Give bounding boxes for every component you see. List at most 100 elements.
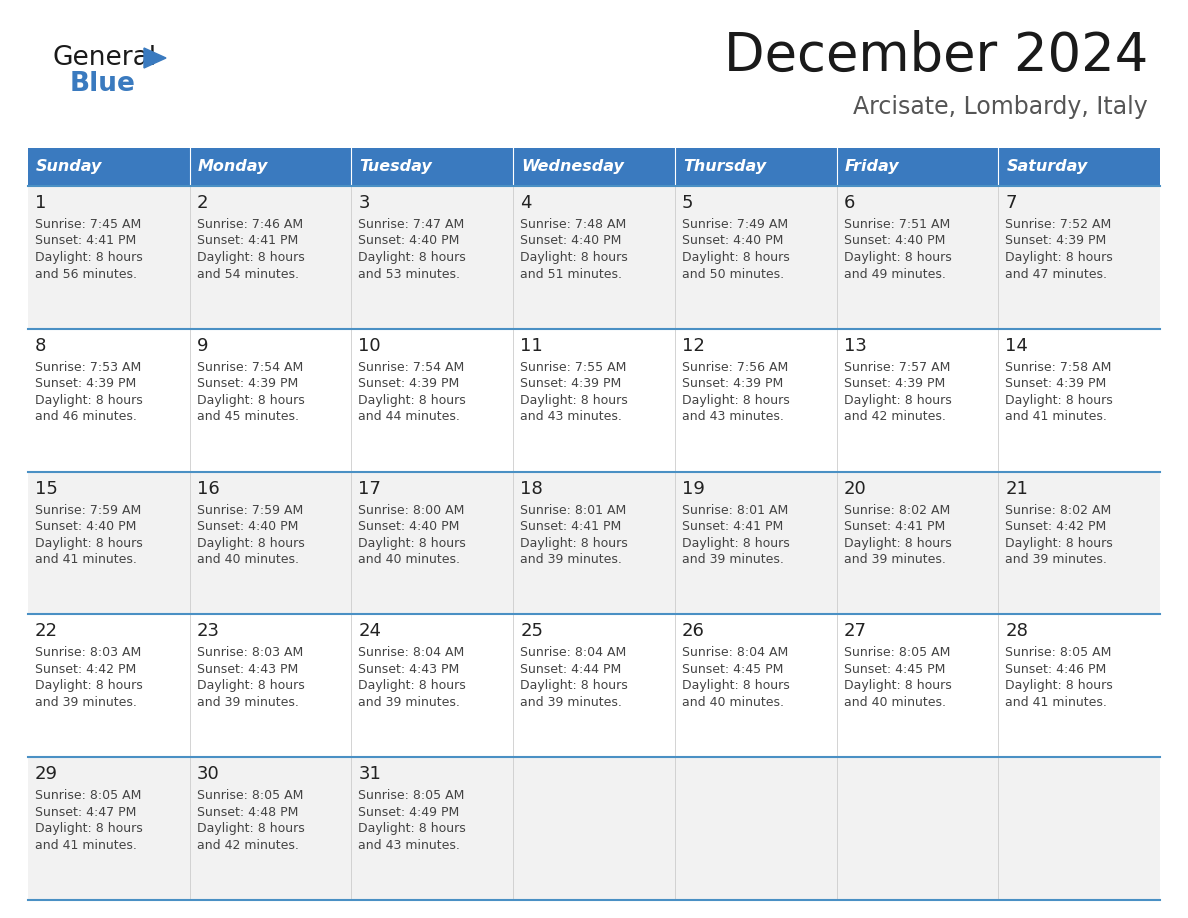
Text: Sunset: 4:40 PM: Sunset: 4:40 PM [34,521,137,533]
Text: and 50 minutes.: and 50 minutes. [682,267,784,281]
Text: and 39 minutes.: and 39 minutes. [520,554,623,566]
Text: and 39 minutes.: and 39 minutes. [520,696,623,709]
Text: 16: 16 [197,479,220,498]
Text: General: General [52,45,156,71]
Text: 22: 22 [34,622,58,641]
Text: Daylight: 8 hours: Daylight: 8 hours [197,537,304,550]
Text: Daylight: 8 hours: Daylight: 8 hours [197,394,304,407]
Text: Daylight: 8 hours: Daylight: 8 hours [843,394,952,407]
Text: 21: 21 [1005,479,1028,498]
Bar [190,148,352,186]
Text: and 43 minutes.: and 43 minutes. [520,410,623,423]
Text: Sunrise: 7:55 AM: Sunrise: 7:55 AM [520,361,626,374]
Text: Sunrise: 7:59 AM: Sunrise: 7:59 AM [34,504,141,517]
Text: 28: 28 [1005,622,1028,641]
Text: 17: 17 [359,479,381,498]
Text: 14: 14 [1005,337,1028,354]
Text: Saturday: Saturday [1006,160,1087,174]
Text: Arcisate, Lombardy, Italy: Arcisate, Lombardy, Italy [853,95,1148,119]
Text: Sunset: 4:40 PM: Sunset: 4:40 PM [843,234,944,248]
Text: Monday: Monday [197,160,268,174]
Text: Sunset: 4:39 PM: Sunset: 4:39 PM [682,377,783,390]
Text: 25: 25 [520,622,543,641]
Text: Sunrise: 8:02 AM: Sunrise: 8:02 AM [1005,504,1112,517]
Text: 8: 8 [34,337,46,354]
Text: 29: 29 [34,766,58,783]
Text: Daylight: 8 hours: Daylight: 8 hours [197,823,304,835]
Text: and 40 minutes.: and 40 minutes. [682,696,784,709]
Text: Sunset: 4:41 PM: Sunset: 4:41 PM [520,521,621,533]
Text: Sunset: 4:48 PM: Sunset: 4:48 PM [197,806,298,819]
Text: Sunrise: 7:59 AM: Sunrise: 7:59 AM [197,504,303,517]
Text: and 39 minutes.: and 39 minutes. [34,696,137,709]
Text: Daylight: 8 hours: Daylight: 8 hours [34,394,143,407]
Bar [513,148,675,186]
Text: 9: 9 [197,337,208,354]
Bar [29,329,1159,472]
Text: Daylight: 8 hours: Daylight: 8 hours [359,537,466,550]
Text: Sunrise: 8:01 AM: Sunrise: 8:01 AM [682,504,788,517]
Text: 2: 2 [197,194,208,212]
Text: Sunrise: 8:00 AM: Sunrise: 8:00 AM [359,504,465,517]
Text: Sunset: 4:43 PM: Sunset: 4:43 PM [197,663,298,676]
Text: Sunrise: 7:54 AM: Sunrise: 7:54 AM [197,361,303,374]
Text: and 39 minutes.: and 39 minutes. [197,696,298,709]
Text: Sunset: 4:45 PM: Sunset: 4:45 PM [843,663,944,676]
Text: 5: 5 [682,194,694,212]
Text: and 41 minutes.: and 41 minutes. [1005,410,1107,423]
Text: Sunset: 4:39 PM: Sunset: 4:39 PM [1005,377,1106,390]
Text: Daylight: 8 hours: Daylight: 8 hours [682,251,790,264]
Bar [352,148,513,186]
Text: Daylight: 8 hours: Daylight: 8 hours [34,537,143,550]
Text: 3: 3 [359,194,369,212]
Text: Daylight: 8 hours: Daylight: 8 hours [197,679,304,692]
Text: Daylight: 8 hours: Daylight: 8 hours [520,394,628,407]
Bar [29,186,1159,329]
Text: Daylight: 8 hours: Daylight: 8 hours [34,823,143,835]
Text: Blue: Blue [70,71,135,97]
Text: 24: 24 [359,622,381,641]
Text: Sunrise: 7:46 AM: Sunrise: 7:46 AM [197,218,303,231]
Text: and 41 minutes.: and 41 minutes. [34,554,137,566]
Bar [675,148,836,186]
Text: Sunset: 4:40 PM: Sunset: 4:40 PM [359,234,460,248]
Text: Sunrise: 8:05 AM: Sunrise: 8:05 AM [34,789,141,802]
Text: 30: 30 [197,766,220,783]
Text: Sunrise: 7:51 AM: Sunrise: 7:51 AM [843,218,950,231]
Text: Sunset: 4:43 PM: Sunset: 4:43 PM [359,663,460,676]
Text: Daylight: 8 hours: Daylight: 8 hours [520,251,628,264]
Text: Daylight: 8 hours: Daylight: 8 hours [359,823,466,835]
Text: and 43 minutes.: and 43 minutes. [359,839,460,852]
Text: 1: 1 [34,194,46,212]
Text: Sunrise: 7:58 AM: Sunrise: 7:58 AM [1005,361,1112,374]
Text: Sunrise: 8:03 AM: Sunrise: 8:03 AM [34,646,141,659]
Bar [29,614,1159,757]
Text: Sunset: 4:45 PM: Sunset: 4:45 PM [682,663,783,676]
Text: and 41 minutes.: and 41 minutes. [1005,696,1107,709]
Text: Daylight: 8 hours: Daylight: 8 hours [682,394,790,407]
Text: Sunday: Sunday [36,160,102,174]
Text: Sunset: 4:39 PM: Sunset: 4:39 PM [34,377,137,390]
Text: Daylight: 8 hours: Daylight: 8 hours [1005,251,1113,264]
Polygon shape [144,48,166,68]
Text: 23: 23 [197,622,220,641]
Bar [836,148,998,186]
Text: and 53 minutes.: and 53 minutes. [359,267,461,281]
Text: Sunset: 4:39 PM: Sunset: 4:39 PM [1005,234,1106,248]
Text: and 39 minutes.: and 39 minutes. [682,554,784,566]
Text: 26: 26 [682,622,704,641]
Text: Sunrise: 7:52 AM: Sunrise: 7:52 AM [1005,218,1112,231]
Text: Sunset: 4:44 PM: Sunset: 4:44 PM [520,663,621,676]
Text: Daylight: 8 hours: Daylight: 8 hours [1005,394,1113,407]
Text: Daylight: 8 hours: Daylight: 8 hours [843,537,952,550]
Text: Sunset: 4:40 PM: Sunset: 4:40 PM [520,234,621,248]
Text: Thursday: Thursday [683,160,766,174]
Text: Sunrise: 8:02 AM: Sunrise: 8:02 AM [843,504,950,517]
Text: and 56 minutes.: and 56 minutes. [34,267,137,281]
Text: Sunrise: 7:57 AM: Sunrise: 7:57 AM [843,361,950,374]
Text: Daylight: 8 hours: Daylight: 8 hours [359,394,466,407]
Text: Sunrise: 8:05 AM: Sunrise: 8:05 AM [197,789,303,802]
Text: Sunrise: 8:04 AM: Sunrise: 8:04 AM [520,646,626,659]
Text: Sunset: 4:41 PM: Sunset: 4:41 PM [843,521,944,533]
Bar [29,472,1159,614]
